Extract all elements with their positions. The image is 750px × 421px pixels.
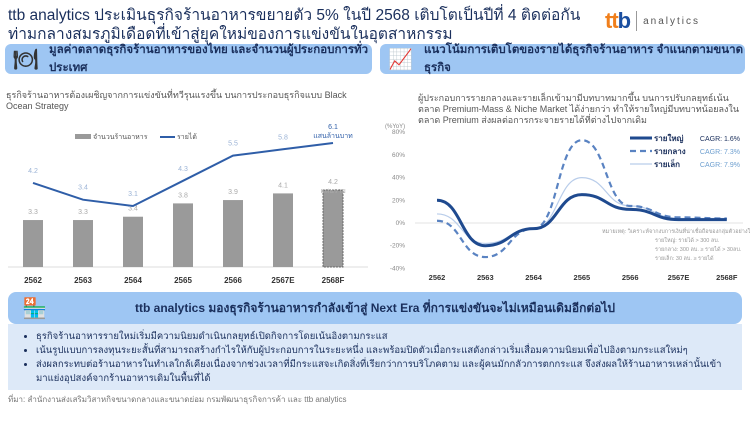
x-tick-label: 2563 xyxy=(477,273,494,282)
plate-cutlery-icon: 🍽 xyxy=(13,49,39,71)
line-label: 5.5 xyxy=(228,141,238,148)
logo-divider xyxy=(636,11,638,31)
legend-label: รายเล็ก xyxy=(654,158,680,169)
series-line-1 xyxy=(436,139,727,259)
bottom-header: 🏪 ttb analytics มองธุรกิจร้านอาหารกำลังเ… xyxy=(8,292,742,324)
storefront-icon: 🏪 xyxy=(22,298,47,320)
x-tick-label: 2564 xyxy=(124,276,142,285)
right-panel-header: 📈 แนวโน้มการเติบโตของรายได้ธุรกิจร้านอาห… xyxy=(380,44,745,74)
line-label: 6.1 xyxy=(328,124,338,131)
legend-line-label: รายได้ xyxy=(177,132,197,141)
list-item: ส่งผลกระทบต่อร้านอาหารในทำเลใกล้เคียงเนื… xyxy=(36,358,726,386)
legend-bar-swatch xyxy=(75,134,91,139)
left-header-text: มูลค่าตลาดธุรกิจร้านอาหารของไทย และจำนวน… xyxy=(49,44,369,74)
line-label: 3.4 xyxy=(78,185,88,192)
x-tick-label: 2562 xyxy=(429,273,446,282)
line-label: 4.3 xyxy=(178,166,188,173)
right-header-text: แนวโน้มการเติบโตของรายได้ธุรกิจร้านอาหาร… xyxy=(424,44,744,74)
series-line-0 xyxy=(436,193,727,248)
list-item: ธุรกิจร้านอาหารรายใหม่เริ่มมีความนิยมดำเ… xyxy=(36,330,726,344)
y-tick-label: 0% xyxy=(396,220,406,227)
y-tick-label: -40% xyxy=(390,265,405,272)
ttb-analytics-logo: ttb analytics xyxy=(605,8,700,34)
source-note: ที่มา: สำนักงานส่งเสริมวิสาหกิจขนาดกลางแ… xyxy=(8,395,347,404)
x-tick-label: 2567E xyxy=(668,273,690,282)
legend-cagr: CAGR: 7.9% xyxy=(700,162,740,169)
logo-word: analytics xyxy=(643,15,701,27)
bar xyxy=(223,200,243,267)
bar-label: 3.4 xyxy=(128,206,138,213)
y-axis-label: (%YoY) xyxy=(385,124,405,130)
chart-note: รายใหญ่: รายได้ > 300 ลบ. xyxy=(655,237,720,244)
chart-note: รายเล็ก: 30 ลบ. ≥ รายได้ xyxy=(655,254,714,262)
x-tick-label: 2562 xyxy=(24,276,42,285)
y-tick-label: -20% xyxy=(390,243,405,250)
x-tick-label: 2565 xyxy=(174,276,192,285)
x-tick-label: 2567E xyxy=(271,276,295,285)
y-tick-label: 20% xyxy=(392,197,405,204)
right-subtitle: ผู้ประกอบการรายกลางและรายเล็กเข้ามามีบทบ… xyxy=(418,93,739,125)
bar-label: 4.2 xyxy=(328,179,338,186)
logo-mark: tt xyxy=(605,8,619,33)
revenue-line xyxy=(32,142,334,208)
x-tick-label: 2568F xyxy=(716,273,738,282)
revenue-growth-chart: (%YoY)80% 60% 40% 20% 0% -20% -40% 2562 2563 2564… xyxy=(385,124,750,282)
logo-mark-b: b xyxy=(617,8,631,33)
x-tick-label: 2565 xyxy=(574,273,591,282)
y-tick-label: 40% xyxy=(392,175,405,182)
bar-label: 3.3 xyxy=(28,209,38,216)
growth-chart-icon: 📈 xyxy=(388,49,413,71)
bar xyxy=(273,193,293,267)
bar xyxy=(123,216,143,267)
x-tick-label: 2568F xyxy=(322,276,345,285)
bar-label: 4.1 xyxy=(278,182,288,189)
line-label: 4.2 xyxy=(28,168,38,175)
x-tick-label: 2566 xyxy=(622,273,639,282)
chart-note: รายกลาง: 300 ลบ. ≥ รายได้ > 30ลบ. xyxy=(655,246,742,253)
bar-label: 3.8 xyxy=(178,192,188,199)
bar xyxy=(73,220,93,267)
x-tick-label: 2566 xyxy=(224,276,242,285)
line-label: 5.8 xyxy=(278,134,288,141)
line-unit-label: แสนล้านบาท xyxy=(313,132,353,140)
y-tick-label: 80% xyxy=(392,129,405,136)
line-label: 3.1 xyxy=(128,191,138,198)
bar-label: 3.9 xyxy=(228,189,238,196)
x-tick-label: 2564 xyxy=(525,273,543,282)
list-item: เน้นรูปแบบการลงทุนระยะสั้นที่สามารถสร้าง… xyxy=(36,344,726,358)
legend-label: รายกลาง xyxy=(654,147,686,156)
market-value-chart: 3.3 2562 3.3 2563 3.4 2564 3.8 2565 3.9 2566 4.1 25… xyxy=(8,124,368,285)
bar-label: 3.3 xyxy=(78,209,88,216)
y-tick-label: 60% xyxy=(392,152,405,159)
legend-label: รายใหญ่ xyxy=(654,133,684,144)
legend-bar-label: จำนวนร้านอาหาร xyxy=(93,133,148,141)
legend-cagr: CAGR: 1.6% xyxy=(700,136,740,143)
bar xyxy=(322,189,344,268)
x-tick-label: 2563 xyxy=(74,276,92,285)
bar-unit-label: แสนราย xyxy=(320,188,345,195)
left-subtitle: ธุรกิจร้านอาหารต้องเผชิญจากการแข่งขันที่… xyxy=(6,90,347,111)
legend-cagr: CAGR: 7.3% xyxy=(700,149,740,156)
bar xyxy=(23,220,43,267)
left-panel-header: 🍽 มูลค่าตลาดธุรกิจร้านอาหารของไทย และจำน… xyxy=(5,44,372,74)
page-title: ttb analytics ประเมินธุรกิจร้านอาหารขยาย… xyxy=(8,7,581,43)
chart-note: หมายเหตุ: วิเคราะห์จากงบการเงินที่น่าเชื… xyxy=(602,227,750,235)
bar xyxy=(173,203,193,267)
insight-list: ธุรกิจร้านอาหารรายใหม่เริ่มมีความนิยมดำเ… xyxy=(8,324,742,390)
bottom-header-text: ttb analytics มองธุรกิจร้านอาหารกำลังเข้… xyxy=(134,300,615,315)
